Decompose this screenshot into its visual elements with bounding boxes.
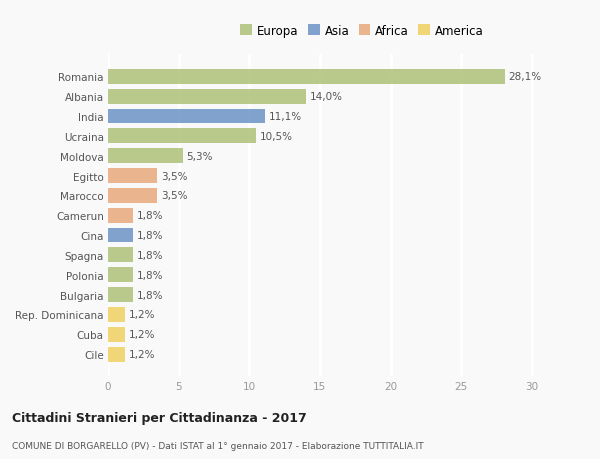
Text: 1,8%: 1,8% [137,290,163,300]
Text: 1,8%: 1,8% [137,270,163,280]
Text: COMUNE DI BORGARELLO (PV) - Dati ISTAT al 1° gennaio 2017 - Elaborazione TUTTITA: COMUNE DI BORGARELLO (PV) - Dati ISTAT a… [12,441,424,450]
Bar [108,228,133,243]
Bar [108,109,265,124]
Bar [108,70,505,84]
Text: 14,0%: 14,0% [310,92,343,102]
Text: 1,2%: 1,2% [128,310,155,320]
Bar [108,347,125,362]
Bar [108,169,157,184]
Bar [108,248,133,263]
Bar [108,90,306,104]
Text: 1,2%: 1,2% [128,349,155,359]
Bar [108,308,125,322]
Bar [108,287,133,302]
Text: 11,1%: 11,1% [268,112,301,122]
Text: 1,8%: 1,8% [137,211,163,221]
Text: 1,2%: 1,2% [128,330,155,340]
Bar [108,149,183,164]
Text: 28,1%: 28,1% [509,72,542,82]
Text: 5,3%: 5,3% [187,151,213,161]
Text: Cittadini Stranieri per Cittadinanza - 2017: Cittadini Stranieri per Cittadinanza - 2… [12,412,307,425]
Bar [108,327,125,342]
Bar [108,208,133,223]
Text: 1,8%: 1,8% [137,250,163,260]
Bar [108,129,256,144]
Text: 1,8%: 1,8% [137,230,163,241]
Text: 3,5%: 3,5% [161,171,187,181]
Legend: Europa, Asia, Africa, America: Europa, Asia, Africa, America [238,22,486,40]
Bar [108,189,157,203]
Text: 10,5%: 10,5% [260,132,293,141]
Bar [108,268,133,283]
Text: 3,5%: 3,5% [161,191,187,201]
